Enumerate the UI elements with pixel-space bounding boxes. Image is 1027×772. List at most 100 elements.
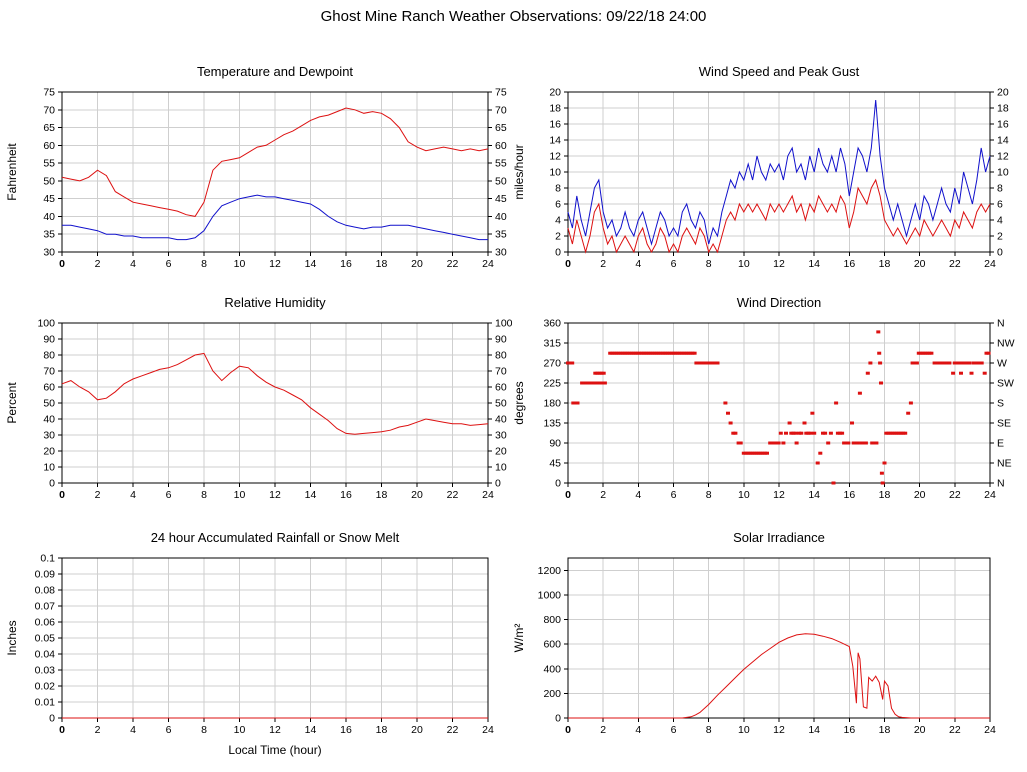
svg-text:W: W — [997, 358, 1007, 370]
svg-text:40: 40 — [43, 211, 55, 223]
svg-text:4: 4 — [635, 489, 641, 501]
svg-text:SW: SW — [997, 378, 1014, 390]
svg-text:18: 18 — [879, 724, 891, 736]
svg-text:90: 90 — [495, 334, 507, 346]
svg-text:22: 22 — [949, 724, 961, 736]
svg-text:4: 4 — [555, 215, 561, 227]
svg-text:Fahrenheit: Fahrenheit — [5, 143, 19, 201]
svg-text:Local Time (hour): Local Time (hour) — [228, 743, 321, 757]
svg-text:0: 0 — [49, 713, 55, 725]
svg-text:8: 8 — [706, 258, 712, 270]
svg-text:16: 16 — [843, 489, 855, 501]
svg-text:0.07: 0.07 — [35, 601, 56, 613]
svg-text:2: 2 — [95, 724, 101, 736]
svg-text:10: 10 — [738, 489, 750, 501]
svg-text:8: 8 — [997, 183, 1003, 195]
svg-text:0.01: 0.01 — [35, 697, 56, 709]
svg-text:22: 22 — [949, 258, 961, 270]
svg-text:E: E — [997, 438, 1004, 450]
svg-text:16: 16 — [997, 119, 1009, 131]
svg-text:65: 65 — [495, 122, 507, 134]
svg-text:16: 16 — [549, 119, 561, 131]
svg-text:55: 55 — [43, 158, 55, 170]
svg-text:Wind Direction: Wind Direction — [737, 295, 822, 310]
svg-text:NE: NE — [997, 458, 1012, 470]
svg-text:12: 12 — [773, 489, 785, 501]
svg-text:65: 65 — [43, 122, 55, 134]
svg-text:45: 45 — [549, 458, 561, 470]
svg-text:10: 10 — [234, 258, 246, 270]
svg-text:24: 24 — [482, 724, 494, 736]
svg-text:18: 18 — [997, 103, 1009, 115]
svg-text:6: 6 — [671, 489, 677, 501]
svg-text:6: 6 — [671, 724, 677, 736]
svg-text:miles/hour: miles/hour — [512, 144, 526, 199]
svg-text:14: 14 — [997, 135, 1009, 147]
svg-text:0: 0 — [555, 713, 561, 725]
svg-text:0.08: 0.08 — [35, 585, 56, 597]
svg-text:0: 0 — [59, 724, 65, 736]
svg-text:60: 60 — [495, 140, 507, 152]
svg-text:N: N — [997, 478, 1005, 490]
svg-text:4: 4 — [130, 489, 136, 501]
svg-text:20: 20 — [549, 87, 561, 99]
svg-text:4: 4 — [997, 215, 1003, 227]
svg-text:8: 8 — [201, 258, 207, 270]
wind-speed-gust-plot: 0 2 4 6 8 10 12 14 16 18 20 22 240246810121416182002… — [512, 64, 1009, 270]
svg-text:315: 315 — [543, 338, 561, 350]
svg-text:6: 6 — [166, 724, 172, 736]
svg-text:Temperature and Dewpoint: Temperature and Dewpoint — [197, 64, 353, 79]
chart-temperature-dewpoint: 0 2 4 6 8 10 12 14 16 18 20 22 24 30 35 40 45 50 55 60 65 70 7… — [0, 58, 520, 295]
svg-text:0: 0 — [997, 247, 1003, 259]
svg-text:S: S — [997, 398, 1004, 410]
svg-text:60: 60 — [43, 140, 55, 152]
svg-text:10: 10 — [738, 258, 750, 270]
svg-text:2: 2 — [997, 231, 1003, 243]
svg-text:270: 270 — [543, 358, 561, 370]
svg-text:12: 12 — [269, 724, 281, 736]
svg-text:30: 30 — [43, 430, 55, 442]
svg-text:14: 14 — [549, 135, 561, 147]
temperature-dewpoint-plot: 0 2 4 6 8 10 12 14 16 18 20 22 243035404550556065707… — [5, 64, 507, 270]
svg-text:4: 4 — [130, 724, 136, 736]
svg-text:6: 6 — [671, 258, 677, 270]
svg-text:55: 55 — [495, 158, 507, 170]
svg-text:2: 2 — [600, 489, 606, 501]
svg-text:400: 400 — [543, 663, 561, 675]
svg-text:18: 18 — [376, 258, 388, 270]
rainfall-plot: 0 2 4 6 8 10 12 14 16 18 20 22 2400.010.020.030.040.… — [5, 530, 494, 757]
svg-text:10: 10 — [234, 724, 246, 736]
svg-text:45: 45 — [43, 193, 55, 205]
svg-text:200: 200 — [543, 688, 561, 700]
svg-text:0: 0 — [565, 489, 571, 501]
svg-text:100: 100 — [37, 318, 55, 330]
svg-text:24 hour Accumulated Rainfall o: 24 hour Accumulated Rainfall or Snow Mel… — [151, 530, 400, 545]
svg-text:2: 2 — [95, 489, 101, 501]
svg-text:Solar Irradiance: Solar Irradiance — [733, 530, 825, 545]
svg-text:Relative Humidity: Relative Humidity — [224, 295, 326, 310]
svg-text:14: 14 — [808, 489, 820, 501]
svg-text:12: 12 — [269, 489, 281, 501]
svg-text:70: 70 — [495, 104, 507, 116]
chart-relative-humidity: 0 2 4 6 8 10 12 14 16 18 20 22 24 0 10 20 30 40 50 60 70 80 90… — [0, 289, 520, 526]
svg-text:0.05: 0.05 — [35, 633, 56, 645]
svg-text:20: 20 — [411, 258, 423, 270]
svg-text:degrees: degrees — [512, 381, 526, 424]
svg-text:0: 0 — [59, 258, 65, 270]
svg-text:22: 22 — [949, 489, 961, 501]
svg-text:0.03: 0.03 — [35, 665, 56, 677]
svg-text:0: 0 — [49, 478, 55, 490]
svg-text:0.09: 0.09 — [35, 569, 56, 581]
svg-text:180: 180 — [543, 398, 561, 410]
chart-rainfall: 0 2 4 6 8 10 12 14 16 18 20 22 24 0 0.01 0.02 0.03 0.04 0.… — [0, 524, 520, 772]
svg-text:18: 18 — [879, 489, 891, 501]
svg-text:N: N — [997, 318, 1005, 330]
svg-text:20: 20 — [43, 446, 55, 458]
svg-text:Wind Speed and Peak Gust: Wind Speed and Peak Gust — [699, 64, 860, 79]
svg-text:80: 80 — [495, 350, 507, 362]
svg-text:2: 2 — [555, 231, 561, 243]
svg-text:100: 100 — [495, 318, 513, 330]
svg-text:24: 24 — [482, 258, 494, 270]
svg-text:135: 135 — [543, 418, 561, 430]
svg-text:20: 20 — [914, 258, 926, 270]
